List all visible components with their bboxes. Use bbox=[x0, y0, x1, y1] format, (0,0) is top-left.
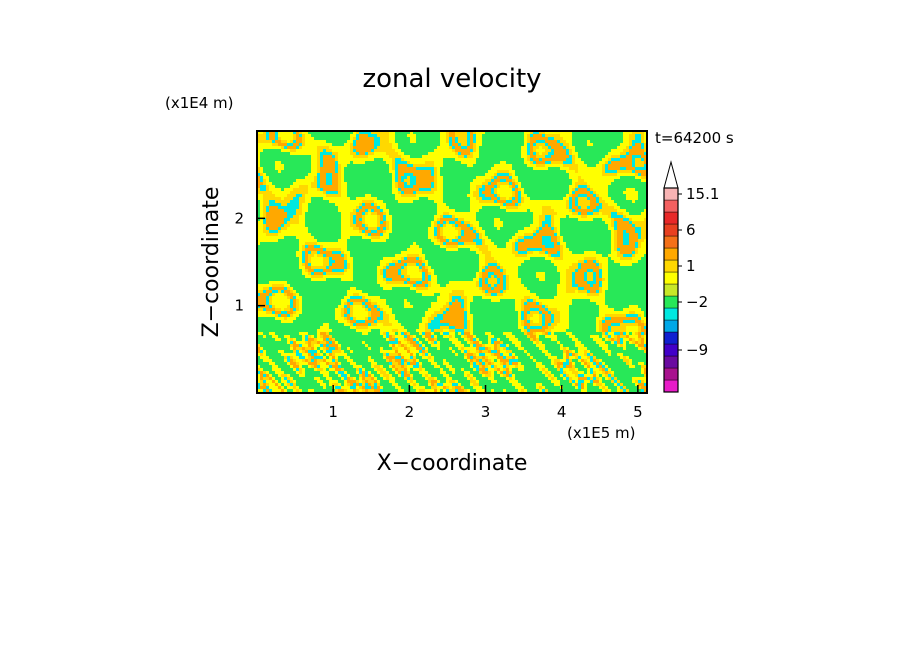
colorbar-bin bbox=[663, 235, 679, 249]
plot-frame bbox=[256, 130, 648, 394]
colorbar-label: 1 bbox=[686, 257, 696, 275]
colorbar-bin bbox=[663, 283, 679, 297]
colorbar-bin bbox=[663, 211, 679, 225]
colorbar-bin bbox=[663, 187, 679, 201]
y-axis-title: Z−coordinate bbox=[199, 187, 224, 338]
x-axis-title: X−coordinate bbox=[377, 451, 528, 476]
x-tick-label: 3 bbox=[481, 403, 491, 421]
x-tick-label: 5 bbox=[633, 403, 643, 421]
colorbar-bin bbox=[663, 367, 679, 381]
velocity-field bbox=[257, 131, 647, 393]
colorbar-arrow bbox=[663, 160, 679, 189]
colorbar-bin bbox=[663, 295, 679, 309]
colorbar-label: 15.1 bbox=[686, 185, 719, 203]
x-tick-label: 2 bbox=[405, 403, 415, 421]
y-tick-label: 1 bbox=[234, 297, 244, 315]
colorbar-bin bbox=[663, 379, 679, 393]
colorbar: 15.1 6 1 −2 −9 bbox=[663, 160, 719, 393]
colorbar-bin bbox=[663, 319, 679, 333]
y-axis: 12 bbox=[234, 209, 265, 315]
colorbar-bin bbox=[663, 355, 679, 369]
colorbar-bin bbox=[663, 343, 679, 357]
chart-title: zonal velocity bbox=[362, 64, 541, 94]
colorbar-bin bbox=[663, 199, 679, 213]
x-axis: 1 2 3 4 5 bbox=[328, 385, 643, 421]
y-tick-label: 2 bbox=[234, 209, 244, 227]
colorbar-label: −9 bbox=[686, 341, 708, 359]
colorbar-label: 6 bbox=[686, 221, 696, 239]
x-unit-label: (x1E5 m) bbox=[567, 424, 636, 442]
y-unit-label: (x1E4 m) bbox=[165, 94, 234, 112]
colorbar-bin bbox=[663, 307, 679, 321]
colorbar-bin bbox=[663, 223, 679, 237]
colorbar-label: −2 bbox=[686, 293, 708, 311]
colorbar-bin bbox=[663, 259, 679, 273]
colorbar-bin bbox=[663, 247, 679, 261]
x-tick-label: 4 bbox=[557, 403, 567, 421]
colorbar-frame bbox=[663, 187, 679, 393]
time-label: t=64200 s bbox=[655, 129, 734, 147]
x-tick-label: 1 bbox=[328, 403, 338, 421]
colorbar-bin bbox=[663, 271, 679, 285]
colorbar-bin bbox=[663, 331, 679, 345]
